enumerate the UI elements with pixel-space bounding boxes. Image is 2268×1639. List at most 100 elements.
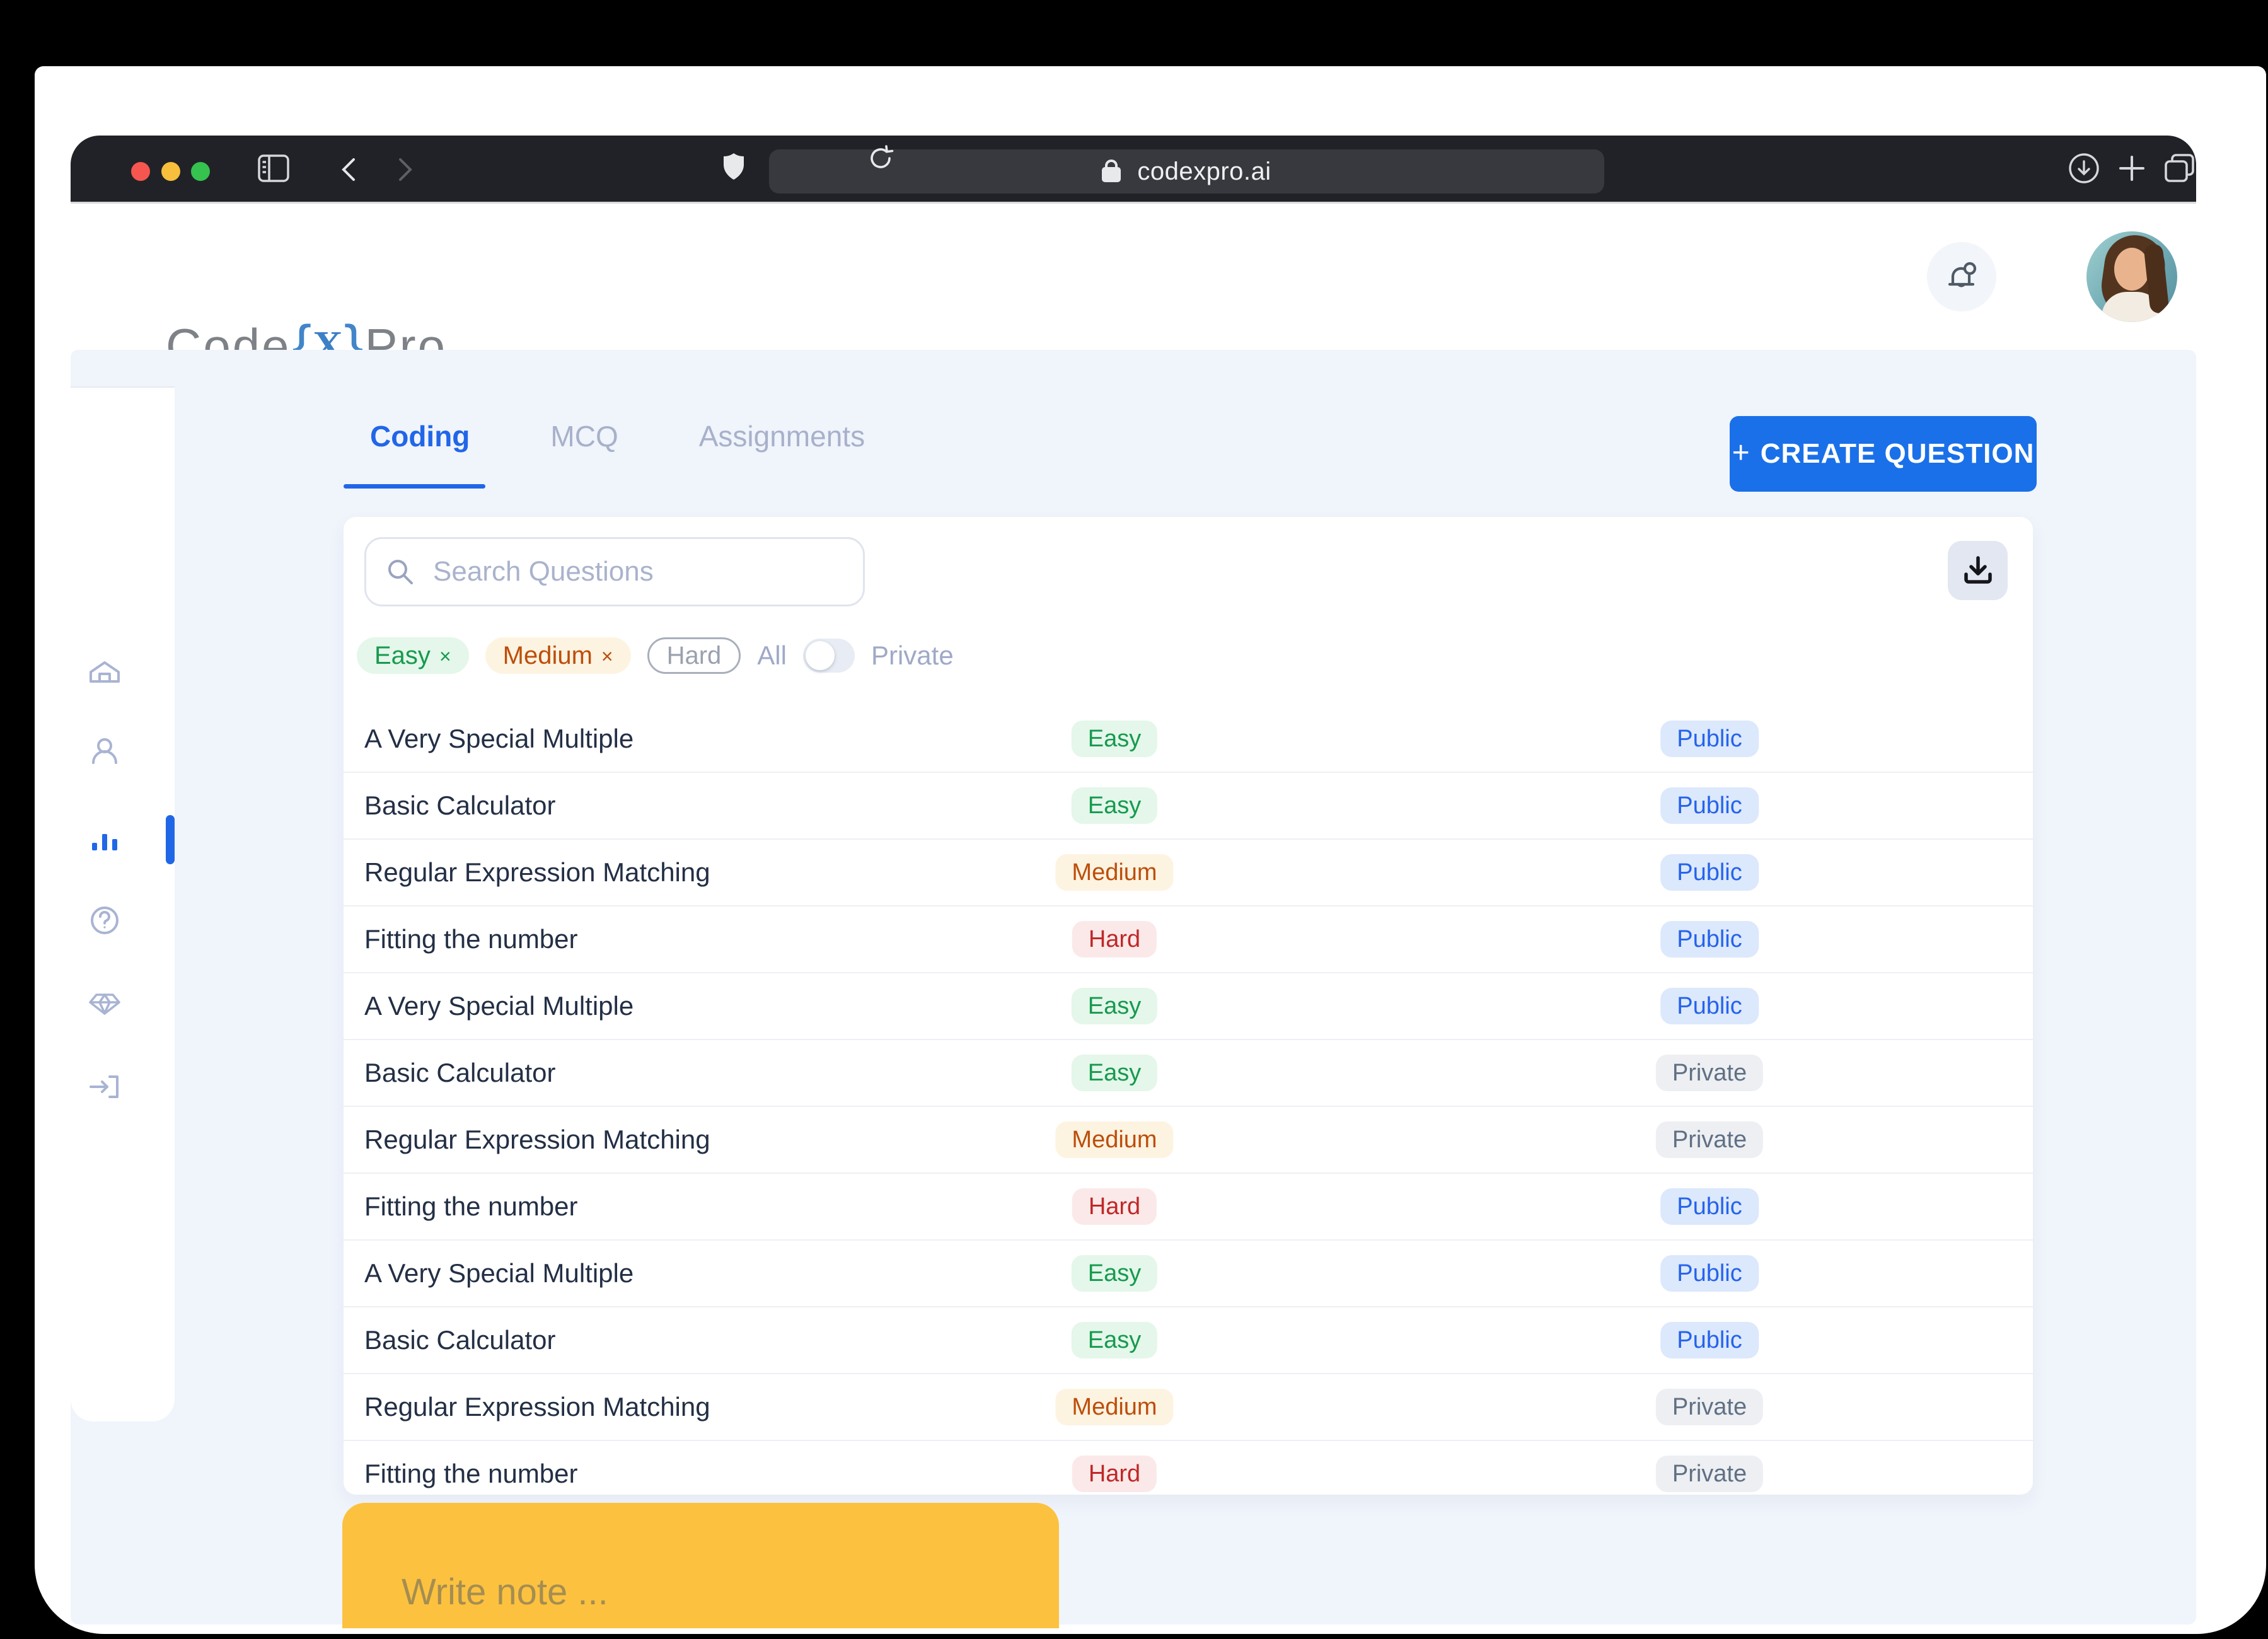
visibility-badge: Private [1655, 1456, 1764, 1492]
table-row[interactable]: A Very Special Multiple Easy Public [344, 973, 2033, 1040]
question-title: A Very Special Multiple [364, 1258, 634, 1288]
difficulty-badge: Easy [1071, 988, 1158, 1024]
zoom-window-button[interactable] [191, 162, 210, 181]
visibility-toggle[interactable] [802, 639, 855, 673]
avatar-face [2114, 248, 2149, 291]
table-row[interactable]: Regular Expression Matching Medium Priva… [344, 1107, 2033, 1174]
search-input[interactable] [432, 555, 813, 588]
new-tab-icon[interactable] [2115, 152, 2148, 185]
visibility-badge: Public [1660, 988, 1759, 1024]
url-bar[interactable]: codexpro.ai [769, 149, 1604, 194]
difficulty-badge: Medium [1055, 1121, 1174, 1158]
tab-overview-icon[interactable] [2162, 152, 2197, 185]
plus-icon: + [1732, 436, 1750, 470]
visibility-badge: Public [1660, 1322, 1759, 1358]
filter-chip-hard[interactable]: Hard [647, 637, 741, 674]
forward-icon[interactable] [397, 157, 414, 182]
question-title: Basic Calculator [364, 1325, 556, 1355]
visibility-badge: Public [1660, 921, 1759, 958]
difficulty-badge: Easy [1071, 1255, 1158, 1292]
question-title: Basic Calculator [364, 791, 556, 820]
user-avatar[interactable] [2086, 231, 2177, 322]
tab-coding[interactable]: Coding [370, 420, 470, 453]
toggle-label-private: Private [871, 640, 954, 670]
create-question-label: CREATE QUESTION [1760, 438, 2035, 469]
difficulty-badge: Medium [1055, 1389, 1174, 1425]
difficulty-badge: Easy [1071, 721, 1158, 757]
questions-card: Easy × Medium × Hard All Private A Very … [344, 517, 2033, 1495]
table-row[interactable]: Fitting the number Hard Public [344, 906, 2033, 973]
privacy-shield-icon[interactable] [723, 153, 744, 181]
filter-bar: Easy × Medium × Hard All Private [357, 637, 954, 675]
question-title: Regular Expression Matching [364, 1125, 710, 1154]
sidebar-nav [71, 386, 175, 1422]
visibility-badge: Private [1655, 1055, 1764, 1091]
table-row[interactable]: Fitting the number Hard Public [344, 1174, 2033, 1241]
questions-table: A Very Special Multiple Easy Public Basi… [344, 706, 2033, 1507]
difficulty-badge: Hard [1072, 921, 1157, 958]
visibility-badge: Public [1660, 1188, 1759, 1225]
tab-mcq[interactable]: MCQ [550, 420, 618, 453]
bar-chart-icon [92, 834, 117, 850]
sticky-note[interactable]: Write note ... [342, 1503, 1059, 1628]
difficulty-badge: Medium [1055, 854, 1174, 891]
visibility-badge: Private [1655, 1121, 1764, 1158]
tab-assignments[interactable]: Assignments [698, 420, 865, 453]
table-row[interactable]: Basic Calculator Easy Private [344, 1040, 2033, 1107]
search-box[interactable] [364, 537, 865, 606]
sidebar-item-premium[interactable] [87, 986, 122, 1021]
sidebar-item-home[interactable] [87, 654, 122, 690]
visibility-badge: Public [1660, 721, 1759, 757]
table-row[interactable]: Regular Expression Matching Medium Priva… [344, 1374, 2033, 1441]
remove-filter-icon[interactable]: × [601, 644, 613, 668]
table-row[interactable]: A Very Special Multiple Easy Public [344, 706, 2033, 773]
active-nav-indicator [166, 815, 175, 864]
difficulty-badge: Easy [1071, 1055, 1158, 1091]
question-title: Basic Calculator [364, 1058, 556, 1087]
export-download-button[interactable] [1948, 541, 2008, 600]
filter-chip-medium[interactable]: Medium × [485, 637, 631, 674]
refresh-icon[interactable] [867, 144, 894, 172]
https-lock-icon [1102, 159, 1121, 182]
downloads-icon[interactable] [2068, 152, 2100, 185]
chip-label: Medium [502, 641, 593, 669]
chip-label: Easy [374, 641, 431, 669]
difficulty-badge: Hard [1072, 1188, 1157, 1225]
visibility-badge: Public [1660, 854, 1759, 891]
create-question-button[interactable]: + CREATE QUESTION [1730, 416, 2037, 492]
table-row[interactable]: Basic Calculator Easy Public [344, 773, 2033, 840]
toggle-label-all: All [757, 640, 787, 670]
visibility-badge: Public [1660, 787, 1759, 824]
back-icon[interactable] [340, 157, 357, 182]
difficulty-badge: Easy [1071, 787, 1158, 824]
table-row[interactable]: Fitting the number Hard Private [344, 1441, 2033, 1507]
sidebar-item-analytics[interactable] [87, 822, 122, 857]
sidebar-toggle-icon[interactable] [257, 153, 290, 183]
bell-icon [1948, 262, 1977, 287]
question-title: Fitting the number [364, 1459, 578, 1488]
question-title: A Very Special Multiple [364, 991, 634, 1021]
table-row[interactable]: A Very Special Multiple Easy Public [344, 1241, 2033, 1307]
toggle-knob [805, 641, 835, 670]
question-title: A Very Special Multiple [364, 724, 634, 753]
active-tab-underline [344, 484, 485, 489]
url-text: codexpro.ai [1137, 157, 1271, 185]
table-row[interactable]: Basic Calculator Easy Public [344, 1307, 2033, 1374]
question-title: Regular Expression Matching [364, 1392, 710, 1422]
close-window-button[interactable] [131, 162, 150, 181]
difficulty-badge: Hard [1072, 1456, 1157, 1492]
section-tabs: Coding MCQ Assignments [370, 419, 865, 453]
notifications-button[interactable] [1927, 242, 1996, 311]
filter-chip-easy[interactable]: Easy × [357, 637, 469, 674]
question-title: Regular Expression Matching [364, 857, 710, 887]
table-row[interactable]: Regular Expression Matching Medium Publi… [344, 840, 2033, 906]
chip-label: Hard [666, 641, 722, 669]
minimize-window-button[interactable] [161, 162, 180, 181]
search-icon [388, 560, 413, 584]
sidebar-item-help[interactable] [87, 903, 122, 938]
question-title: Fitting the number [364, 924, 578, 954]
sidebar-item-users[interactable] [87, 734, 122, 769]
sidebar-item-signin[interactable] [87, 1069, 122, 1104]
remove-filter-icon[interactable]: × [439, 644, 451, 668]
